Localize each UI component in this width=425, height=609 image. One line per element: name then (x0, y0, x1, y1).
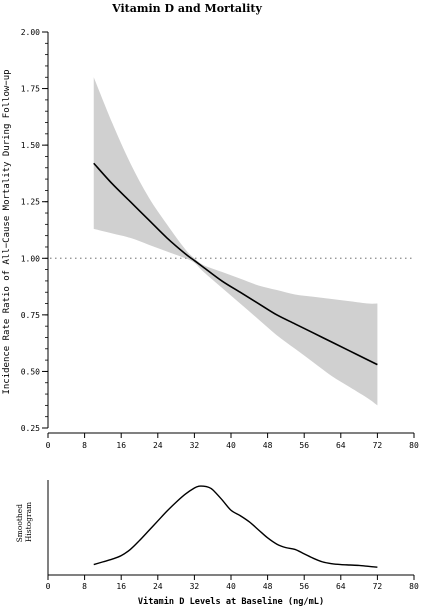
x-tick-label: 80 (409, 441, 419, 450)
y-tick-label: 1.75 (21, 85, 40, 94)
confidence-band (93, 77, 378, 406)
x-tick-label: 64 (336, 441, 346, 450)
smoothed-histogram-curve (93, 485, 378, 568)
x-tick-label: 72 (373, 582, 383, 591)
histogram-label-line-2: Histogram (24, 502, 33, 542)
y-tick-label: 1.50 (21, 141, 40, 150)
y-axis-label: Incidence Rate Ratio of All−Cause Mortal… (2, 69, 12, 394)
x-tick-label: 16 (116, 582, 126, 591)
y-ticks: 0.25 0.50 0.75 1.00 1.25 1.50 1.75 2.00 (21, 28, 48, 433)
x-tick-label: 48 (263, 582, 273, 591)
histogram-label-line-1: Smoothed (15, 504, 24, 543)
main-plot: 0.25 0.50 0.75 1.00 1.25 1.50 1.75 2.00 0 8 16 24 3… (2, 28, 419, 450)
x-tick-label: 56 (299, 441, 309, 450)
x-tick-label: 64 (336, 582, 346, 591)
histogram-plot: 0 8 16 24 32 40 48 56 64 72 80 Smoothed Histogram … (15, 480, 419, 607)
x-axis-label: Vitamin D Levels at Baseline (ng/mL) (138, 596, 324, 607)
y-tick-label: 2.00 (21, 28, 40, 37)
y-tick-label: 0.75 (21, 311, 40, 320)
x-tick-label: 32 (190, 582, 200, 591)
x-tick-label: 24 (153, 582, 163, 591)
chart-title: Vitamin D and Mortality (111, 2, 262, 15)
x-ticks: 0 8 16 24 32 40 48 56 64 72 80 (46, 433, 419, 450)
x-tick-label: 8 (82, 441, 87, 450)
x-tick-label: 8 (82, 582, 87, 591)
x-tick-label: 24 (153, 441, 163, 450)
y-tick-label: 1.25 (21, 198, 40, 207)
x-tick-label: 16 (116, 441, 126, 450)
x-tick-label: 80 (409, 582, 419, 591)
x-tick-label: 0 (46, 582, 51, 591)
x-tick-label: 40 (226, 441, 236, 450)
x-tick-label: 40 (226, 582, 236, 591)
x-tick-label: 72 (373, 441, 383, 450)
y-tick-label: 0.50 (21, 367, 40, 376)
y-tick-label: 0.25 (21, 424, 40, 433)
histogram-label: Smoothed Histogram (15, 502, 33, 543)
x-tick-label: 56 (299, 582, 309, 591)
x-tick-label: 32 (190, 441, 200, 450)
x-tick-label: 48 (263, 441, 273, 450)
x-ticks: 0 8 16 24 32 40 48 56 64 72 80 (46, 575, 419, 591)
rate-ratio-curve (93, 162, 378, 366)
y-tick-label: 1.00 (21, 254, 40, 263)
x-tick-label: 0 (46, 441, 51, 450)
